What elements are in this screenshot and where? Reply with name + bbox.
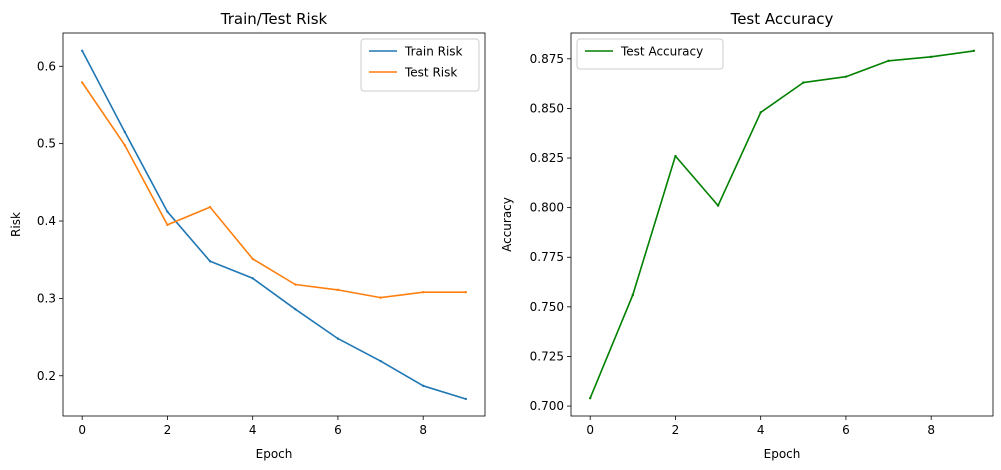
y-tick-label: 0.800 <box>530 201 564 215</box>
data-point <box>294 308 297 311</box>
y-tick-label: 0.2 <box>37 369 56 383</box>
y-tick-label: 0.750 <box>530 300 564 314</box>
legend-box <box>360 38 480 92</box>
y-tick-label: 0.725 <box>530 349 564 363</box>
plot-frame <box>570 32 994 417</box>
data-point <box>802 81 805 84</box>
x-tick-label: 0 <box>586 423 594 437</box>
data-point <box>166 210 169 213</box>
x-tick-label: 6 <box>842 423 850 437</box>
x-tick-label: 8 <box>927 423 935 437</box>
x-axis-label: Epoch <box>256 447 293 461</box>
data-point <box>166 223 169 227</box>
x-tick-label: 2 <box>672 423 680 437</box>
y-tick-label: 0.6 <box>37 59 56 73</box>
x-tick-label: 4 <box>249 423 257 437</box>
data-point <box>336 288 340 292</box>
y-tick-label: 0.850 <box>530 101 564 115</box>
y-tick-label: 0.4 <box>37 214 56 228</box>
x-tick-label: 6 <box>334 423 342 437</box>
y-axis-label: Accuracy <box>500 197 514 252</box>
data-point <box>464 291 468 294</box>
chart-panel-2: Test Accuracy 0 2 4 6 8 0.700 0.725 0.750 0.775 0.… <box>500 10 994 461</box>
data-point <box>123 130 127 134</box>
x-tick-label: 0 <box>78 423 86 437</box>
legend: Test Accuracy <box>576 38 724 70</box>
x-tick-label: 8 <box>419 423 427 437</box>
chart-title: Train/Test Risk <box>220 10 328 28</box>
legend-entry: Train Risk <box>404 45 463 59</box>
legend-box <box>576 38 724 70</box>
data-point <box>421 384 425 388</box>
data-point <box>887 59 890 62</box>
series-line-1 <box>589 50 974 399</box>
data-point <box>123 143 127 147</box>
data-point <box>588 396 592 400</box>
y-tick-label: 0.5 <box>37 137 56 151</box>
data-point <box>464 397 468 401</box>
chart-title: Test Accuracy <box>730 10 834 28</box>
x-tick-label: 4 <box>757 423 765 437</box>
data-point <box>844 75 848 78</box>
legend: Train Risk Test Risk <box>360 38 480 92</box>
series-line-2 <box>81 82 466 299</box>
legend-entry: Test Risk <box>404 66 457 80</box>
x-axis-label: Epoch <box>764 447 801 461</box>
data-point <box>80 49 84 52</box>
series-line-1 <box>81 50 467 400</box>
plot-frame <box>62 32 486 417</box>
y-tick-label: 0.875 <box>530 52 564 66</box>
chart-panel-1: Train/Test Risk 0 2 4 6 8 0.2 0.3 0.4 0.5 0.6 Epoch… <box>9 10 486 461</box>
legend-entry: Test Accuracy <box>620 45 703 59</box>
data-point <box>674 154 677 158</box>
data-point <box>208 205 212 209</box>
data-point <box>421 291 425 294</box>
data-point <box>251 257 254 261</box>
data-point <box>379 359 382 363</box>
y-axis-label: Risk <box>9 212 23 237</box>
data-point <box>208 260 212 263</box>
data-point <box>759 111 762 114</box>
data-point <box>336 337 340 340</box>
data-point <box>80 81 84 84</box>
data-point <box>716 204 720 207</box>
y-tick-label: 0.825 <box>530 151 564 165</box>
y-tick-label: 0.775 <box>530 250 564 264</box>
data-point <box>929 55 933 59</box>
y-tick-label: 0.700 <box>530 399 564 413</box>
data-point <box>972 49 976 53</box>
x-tick-label: 2 <box>164 423 172 437</box>
data-point <box>379 296 382 299</box>
data-point <box>294 283 297 286</box>
y-tick-label: 0.3 <box>37 291 56 305</box>
data-point <box>251 277 254 280</box>
data-point <box>631 293 635 297</box>
